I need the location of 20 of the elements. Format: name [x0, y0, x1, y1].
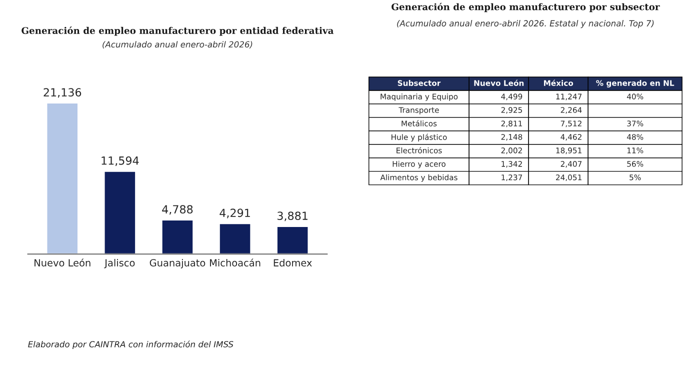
bar — [160, 219, 194, 254]
x-tick-label: Edomex — [274, 258, 312, 266]
bar — [103, 170, 136, 254]
chart-title: Generación de empleo manufacturero por entidad federativa — [22, 26, 334, 36]
bar — [276, 226, 310, 254]
bar — [46, 102, 79, 254]
text: Elaborado por CAINTRA con información del IMSS — [28, 340, 234, 350]
data-label: 4,788 — [162, 205, 193, 215]
data-label: 21,136 — [44, 88, 82, 98]
data-label: 3,881 — [278, 212, 308, 222]
bar — [218, 222, 252, 254]
data-label: 11,594 — [102, 156, 139, 166]
chart-subtitle: (Acumulado anual enero-abril 2026) — [102, 41, 252, 49]
data-label: 4,291 — [220, 208, 250, 218]
x-tick-label: Jalisco — [104, 258, 135, 268]
x-tick-label: Nuevo León — [34, 258, 90, 266]
text: (Acumulado anual enero-abril 2026. Estatal y nacional. Top 7) — [397, 20, 654, 28]
text: Generación de empleo manufacturero por subsector — [392, 2, 660, 12]
x-tick-label: Guanajuato — [150, 258, 206, 268]
x-tick-label: Michoacán — [210, 258, 260, 266]
